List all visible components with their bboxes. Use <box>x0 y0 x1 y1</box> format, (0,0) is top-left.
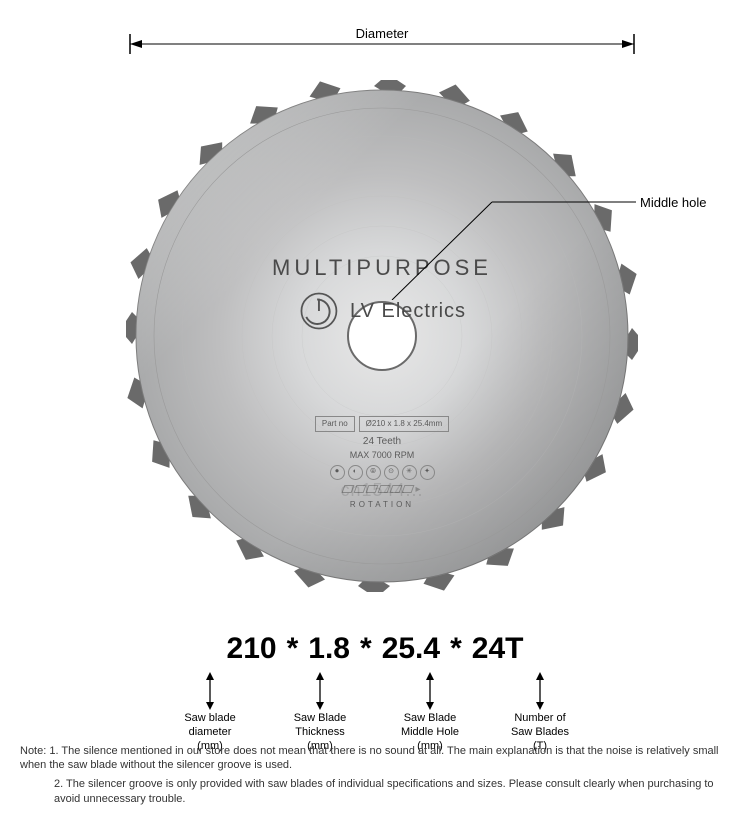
double-arrow-icon <box>313 672 327 710</box>
spec-partno: Part no <box>315 416 355 432</box>
watermark: cn1544... <box>340 480 423 501</box>
double-arrow-icon <box>533 672 547 710</box>
safety-icon: ✦ <box>420 465 435 480</box>
formula-sep: * <box>360 632 372 666</box>
safety-icon: ◐ <box>348 465 363 480</box>
formula-diameter: 210 <box>227 632 277 666</box>
formula-teeth: 24T <box>472 632 524 666</box>
note-1: Note: 1. The silence mentioned in our st… <box>20 744 730 774</box>
notes-block: Note: 1. The silence mentioned in our st… <box>20 744 730 811</box>
power-icon <box>298 290 340 332</box>
spec-dims: Ø210 x 1.8 x 25.4mm <box>359 416 449 432</box>
safety-icon: ⦾ <box>366 465 381 480</box>
diagram-root: Diameter <box>0 0 750 823</box>
safety-icon: ✳ <box>402 465 417 480</box>
formula-sep: * <box>287 632 299 666</box>
diameter-label: Diameter <box>348 26 417 41</box>
middle-hole-label: Middle hole <box>640 195 707 210</box>
safety-icon: ⏺ <box>330 465 345 480</box>
safety-icon: ⊙ <box>384 465 399 480</box>
brand-text: LV Electrics <box>350 300 466 323</box>
safety-icons-row: ⏺ ◐ ⦾ ⊙ ✳ ✦ <box>292 465 472 480</box>
spec-formula: 210 * 1.8 * 25.4 * 24T <box>0 632 750 666</box>
note-2: 2. The silencer groove is only provided … <box>20 777 730 807</box>
middle-hole-leader-line <box>374 200 638 300</box>
spec-teeth: 24 Teeth <box>292 434 472 449</box>
spec-rpm: MAX 7000 RPM <box>292 449 472 463</box>
double-arrow-icon <box>423 672 437 710</box>
saw-blade: MULTIPURPOSE LV Electrics Part no Ø210 x… <box>126 80 638 592</box>
formula-thickness: 1.8 <box>308 632 350 666</box>
formula-bore: 25.4 <box>382 632 440 666</box>
diameter-dimension: Diameter <box>126 32 638 56</box>
formula-arrows <box>0 672 750 710</box>
formula-sep: * <box>450 632 462 666</box>
double-arrow-icon <box>203 672 217 710</box>
